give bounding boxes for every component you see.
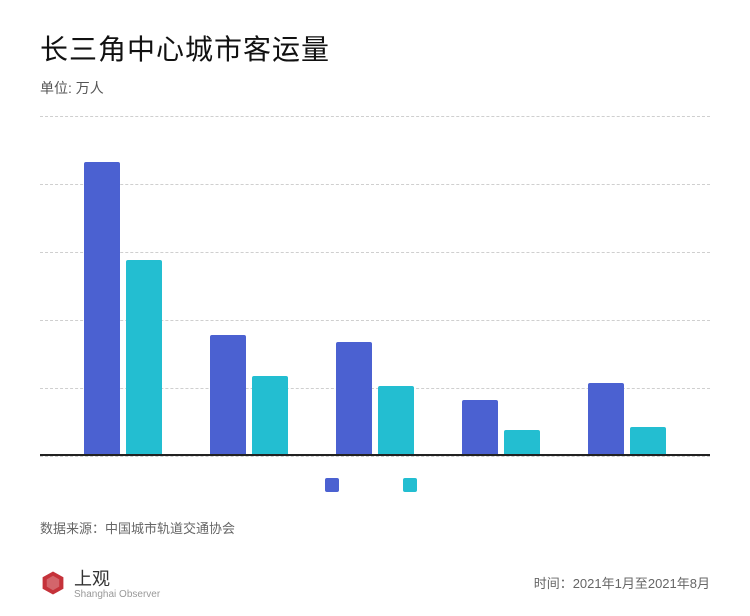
legend-swatch-icon <box>325 478 339 492</box>
bar-group <box>60 162 186 454</box>
legend-swatch-icon <box>403 478 417 492</box>
bar-series-b <box>378 386 414 454</box>
legend-item <box>403 478 425 492</box>
bar-series-a <box>84 162 120 454</box>
chart-legend <box>40 478 710 492</box>
bar-series-b <box>630 427 666 454</box>
bar-series-b <box>252 376 288 454</box>
chart-title: 长三角中心城市客运量 <box>40 28 710 68</box>
bar-series-a <box>588 383 624 454</box>
bar-group <box>564 383 690 454</box>
legend-item <box>325 478 347 492</box>
grid-line <box>40 456 710 457</box>
bar-group <box>438 400 564 454</box>
bar-series-a <box>462 400 498 454</box>
brand-logo-icon <box>40 570 66 596</box>
bar-series-b <box>126 260 162 454</box>
chart-plot-area <box>40 116 710 456</box>
bar-series-a <box>336 342 372 454</box>
chart-subtitle: 单位: 万人 <box>40 78 710 98</box>
footer: 上观 Shanghai Observer 时间：2021年1月至2021年8月 <box>40 565 710 600</box>
bar-series-a <box>210 335 246 454</box>
bar-group <box>312 342 438 454</box>
chart-bars-container <box>40 116 710 454</box>
source-label: 数据来源：中国城市轨道交通协会 <box>40 518 710 537</box>
chart-baseline <box>40 454 710 456</box>
bar-series-b <box>504 430 540 454</box>
brand-sub: Shanghai Observer <box>74 589 160 600</box>
brand: 上观 Shanghai Observer <box>40 565 160 600</box>
bar-group <box>186 335 312 454</box>
brand-name: 上观 <box>74 565 160 591</box>
time-range-label: 时间：2021年1月至2021年8月 <box>534 573 710 592</box>
